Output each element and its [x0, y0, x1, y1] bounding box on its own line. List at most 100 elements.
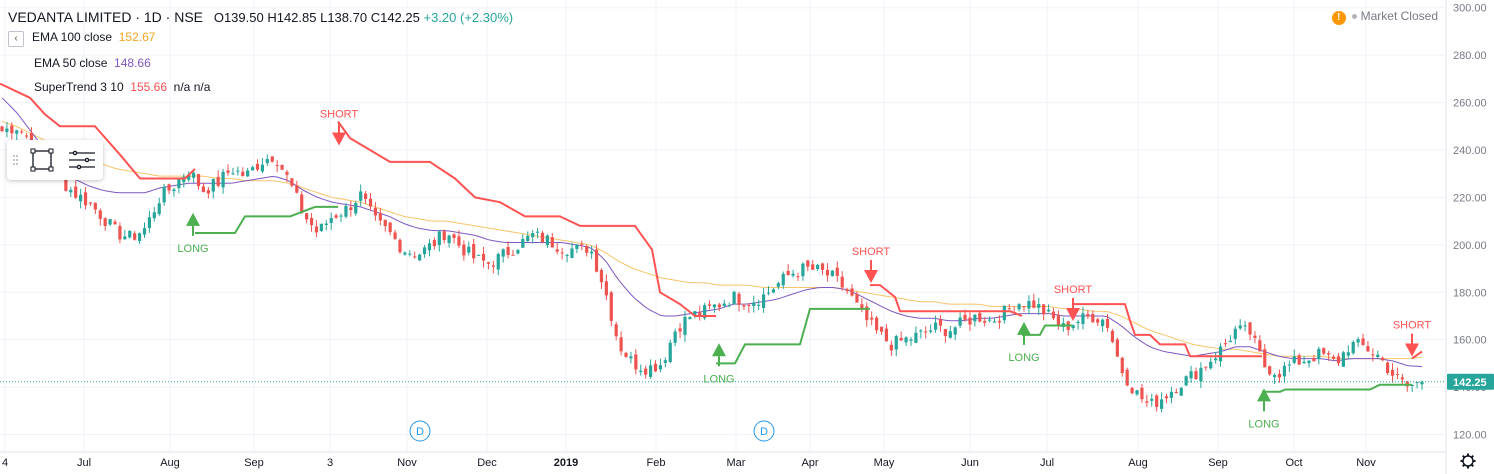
list-lines-icon[interactable]	[69, 150, 95, 170]
candle-body	[162, 186, 166, 203]
settings-gear-icon[interactable]	[1460, 453, 1476, 469]
candle-body	[791, 273, 795, 276]
candle-body	[1189, 371, 1193, 379]
candle-body	[133, 233, 137, 240]
candle-body	[933, 322, 938, 330]
candle	[811, 260, 815, 271]
candle-body	[24, 135, 29, 137]
candle-body	[1081, 313, 1085, 324]
candle	[855, 291, 859, 303]
candle	[599, 268, 604, 289]
candle	[363, 191, 368, 205]
candle	[388, 221, 392, 236]
indicator-ema100[interactable]: ‹ EMA 100 close 152.67	[8, 30, 155, 47]
candle-body	[919, 330, 923, 332]
candle	[373, 202, 378, 221]
long-signal: LONG	[1008, 321, 1040, 364]
candle	[0, 125, 4, 133]
supertrend-segment	[1022, 324, 1072, 336]
short-signal-label: SHORT	[320, 109, 359, 121]
candle-body	[550, 237, 554, 248]
candle	[1022, 306, 1026, 312]
candle	[462, 240, 466, 261]
candle	[285, 169, 289, 182]
candle-body	[354, 203, 358, 214]
indicator-ema50[interactable]: EMA 50 close 148.66	[34, 56, 151, 70]
candle	[1101, 318, 1105, 332]
dividend-marker[interactable]: D	[753, 420, 775, 442]
candle-body	[260, 164, 265, 172]
symbol-title[interactable]: VEDANTA LIMITED · 1D · NSE	[8, 9, 203, 25]
candle	[79, 188, 83, 209]
candle-body	[1101, 319, 1105, 327]
long-signal-label: LONG	[703, 373, 734, 385]
candle	[1140, 383, 1144, 403]
candle	[1169, 386, 1174, 404]
candle	[491, 260, 495, 274]
candle-body	[1228, 340, 1232, 343]
time-tick-label: 2019	[554, 457, 578, 469]
candle-body	[555, 249, 559, 252]
candle	[1395, 367, 1400, 379]
ema50-line	[1, 97, 1423, 368]
candle-body	[1179, 387, 1183, 396]
drag-handle-icon[interactable]	[13, 155, 18, 165]
price-tick-label: 200.00	[1453, 240, 1487, 252]
candle	[776, 281, 780, 290]
market-warning-icon[interactable]: !	[1331, 11, 1346, 25]
candle	[948, 325, 952, 339]
time-axis[interactable]: 4 Jul Aug Sep 3 Nov Dec 2019 Feb Mar Apr May Jun Jul A…	[0, 451, 1476, 469]
dividend-marker[interactable]: D	[409, 420, 431, 442]
candle	[924, 326, 928, 339]
supertrend-segment	[716, 307, 870, 365]
candle	[604, 274, 608, 301]
candle	[757, 299, 761, 311]
candle	[1297, 353, 1301, 366]
short-arrow-stem	[1072, 297, 1074, 308]
market-status[interactable]: ! Market Closed	[1331, 9, 1438, 25]
price-axis[interactable]: 300.00 280.00 260.00 240.00 220.00 200.00 180.…	[1445, 0, 1487, 474]
candle	[442, 229, 446, 244]
candle	[933, 315, 938, 333]
candle-body	[590, 251, 594, 254]
candle	[1405, 380, 1409, 392]
candle-body	[938, 319, 943, 326]
candle-body	[565, 254, 569, 256]
time-tick-label: Nov	[1356, 457, 1376, 469]
candle	[1189, 365, 1193, 384]
candle	[1263, 344, 1267, 368]
candle-body	[201, 186, 206, 193]
candle-body	[879, 326, 884, 332]
candle	[1336, 353, 1341, 366]
candle-body	[472, 244, 476, 259]
candle	[206, 187, 210, 199]
candle	[801, 262, 805, 281]
candle-body	[481, 253, 486, 261]
candle	[575, 243, 579, 254]
candle	[580, 240, 584, 251]
candle-body	[5, 128, 9, 133]
candle-body	[521, 238, 525, 248]
rectangle-select-icon[interactable]	[30, 148, 54, 172]
candle	[486, 261, 491, 270]
candle-body	[992, 321, 997, 323]
dividend-label: D	[760, 426, 768, 438]
candle-body	[486, 262, 491, 264]
candle-body	[147, 217, 152, 229]
candle-body	[275, 165, 279, 167]
candle-body	[339, 215, 343, 217]
candle-body	[79, 194, 83, 202]
candle	[875, 315, 879, 334]
signal-markers: LONG SHORT LONG SHORT LONG SHORT LONG SHORT	[177, 109, 1431, 431]
candle-body	[1051, 311, 1056, 319]
indicator-value: 152.67	[118, 30, 156, 44]
candle	[152, 207, 156, 222]
candle	[422, 244, 427, 258]
time-tick-label: Feb	[647, 457, 666, 469]
candle-body	[786, 270, 790, 276]
candle-body	[442, 231, 446, 241]
candle	[334, 213, 338, 219]
collapse-icon[interactable]: ‹	[8, 31, 24, 47]
indicator-supertrend[interactable]: SuperTrend 3 10 155.66 n/a n/a	[34, 80, 210, 94]
